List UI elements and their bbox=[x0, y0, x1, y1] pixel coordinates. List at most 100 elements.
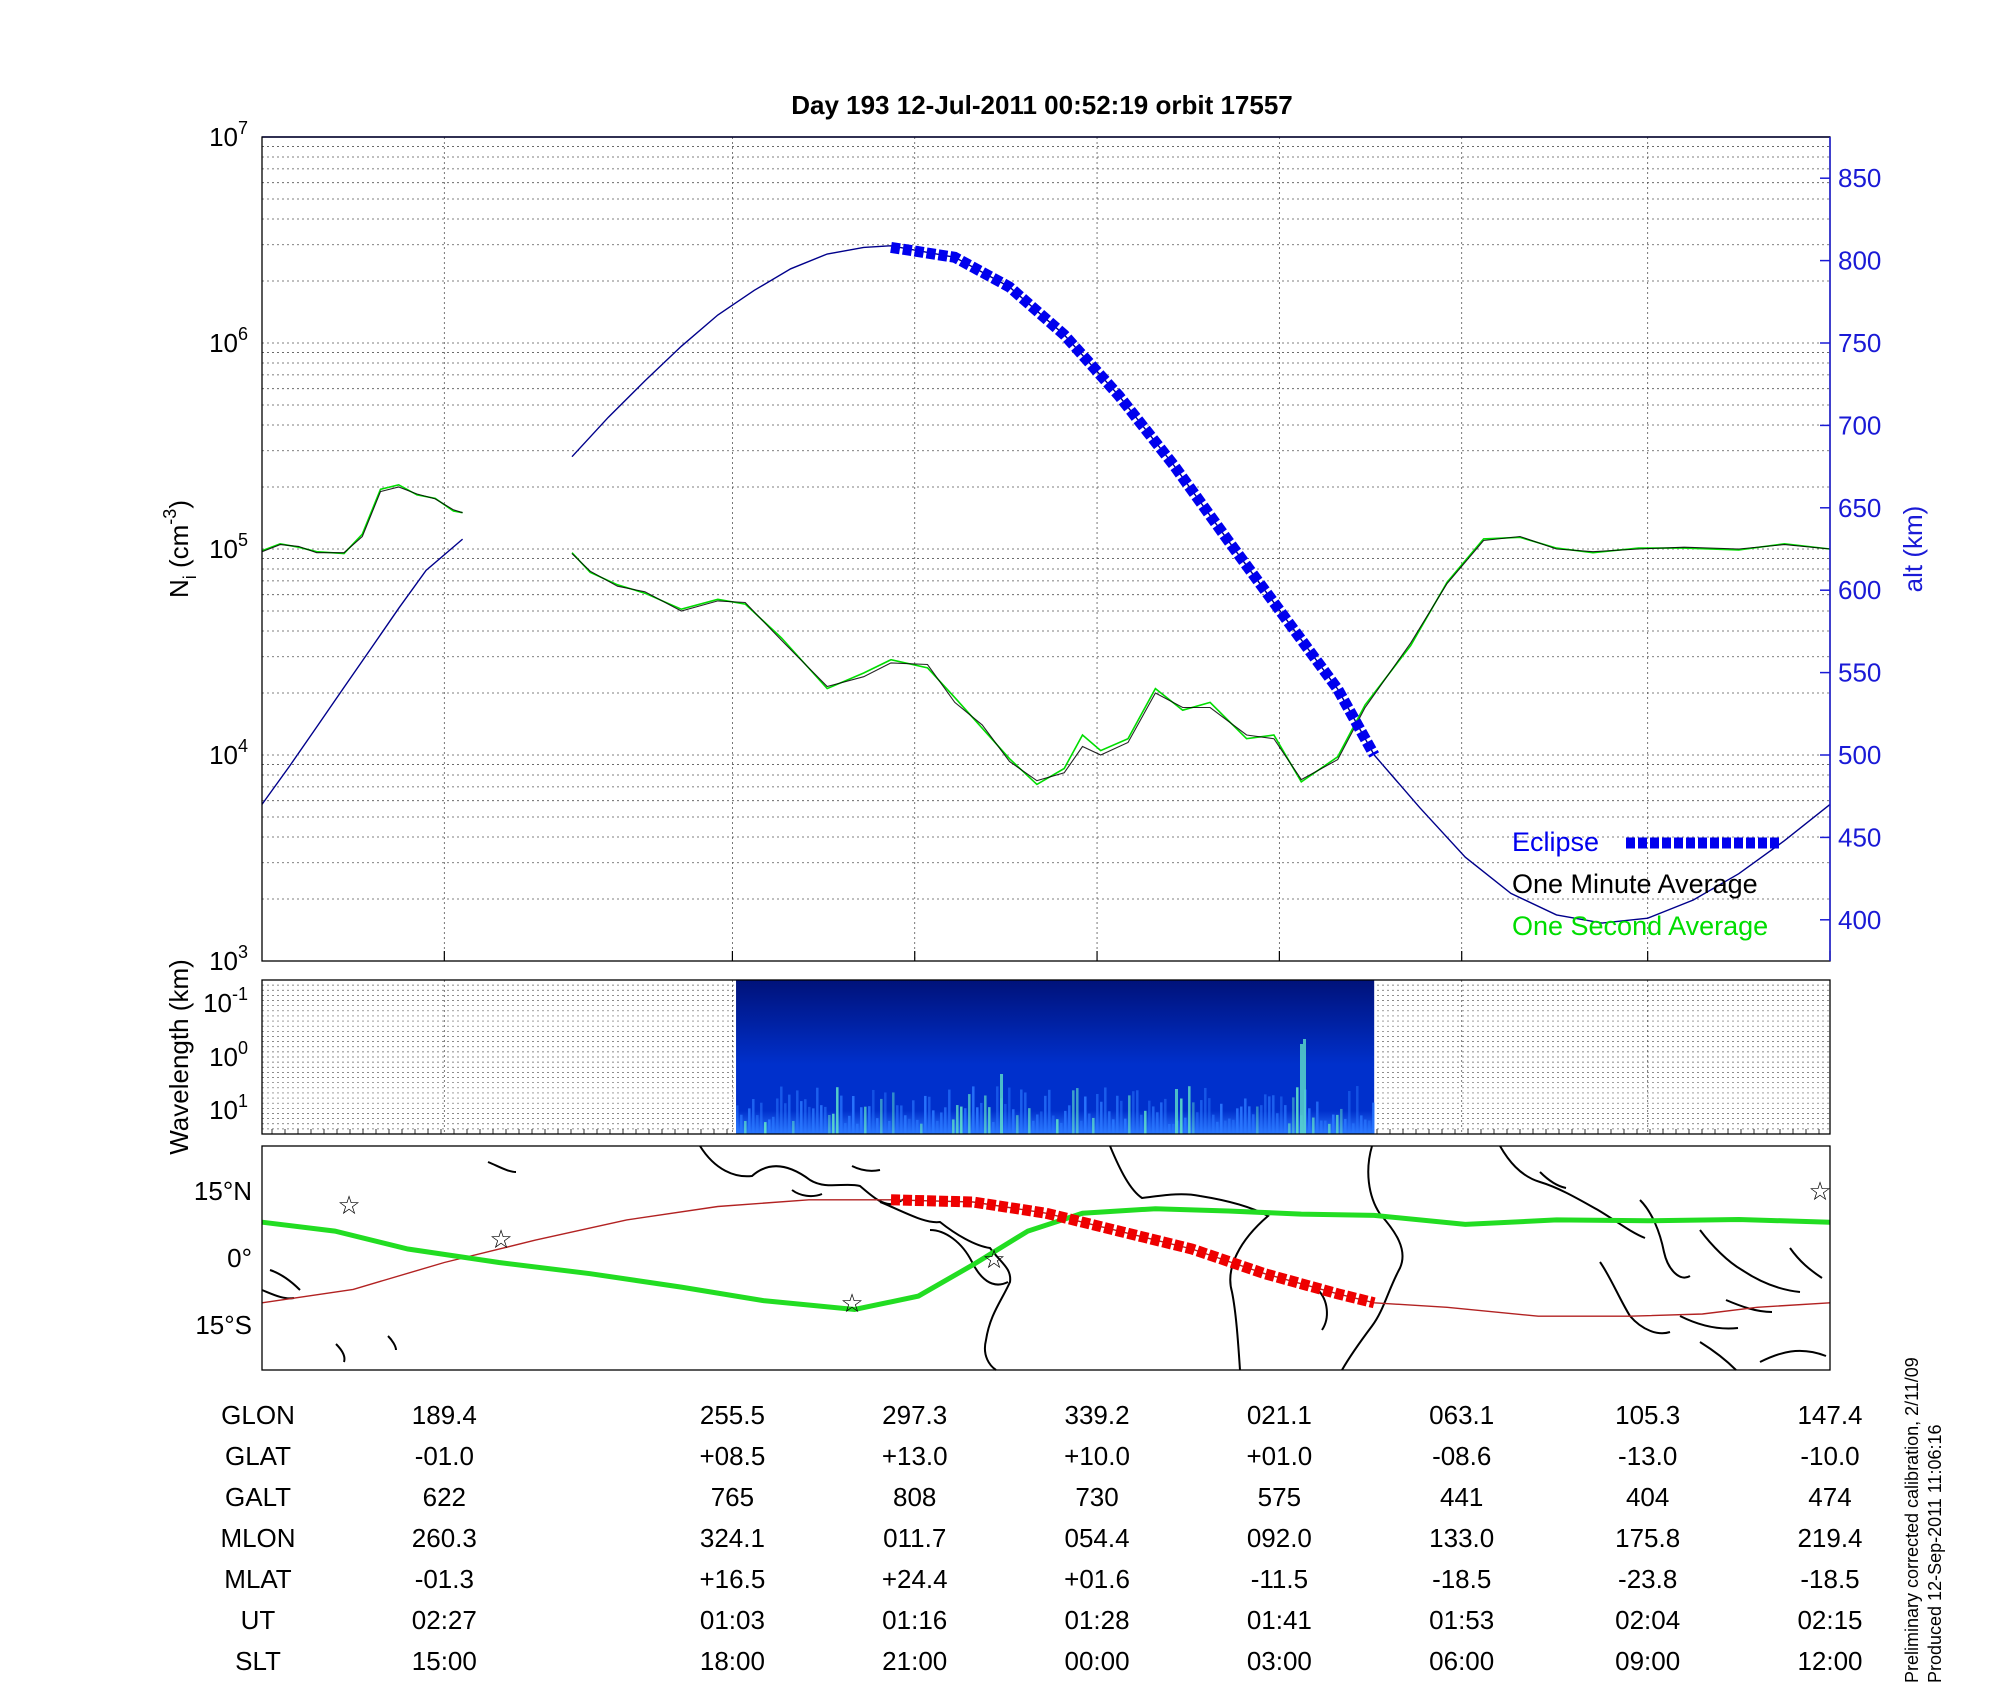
spectrogram-streak bbox=[1228, 1118, 1231, 1134]
table-cell: 189.4 bbox=[412, 1400, 477, 1430]
spectrogram-streak bbox=[924, 1095, 927, 1134]
density-y-axis-label: Ni (cm-3) bbox=[160, 500, 200, 598]
latitude-tick-label: 0° bbox=[227, 1243, 252, 1273]
spectrogram-streak bbox=[1068, 1105, 1071, 1134]
map-markers: ☆ ☆ ☆ ☆ ☆ bbox=[337, 1176, 1831, 1318]
spectrogram-streak bbox=[808, 1106, 811, 1134]
coastline bbox=[1759, 1349, 1827, 1363]
map-y-ticks: 15°N 0° 15°S bbox=[194, 1176, 252, 1340]
ylabel-part: ) bbox=[164, 500, 194, 509]
spectrogram-streak bbox=[1128, 1095, 1131, 1134]
spectrogram-fill bbox=[736, 980, 1375, 1134]
y2-tick-label: 650 bbox=[1838, 493, 1881, 523]
table-cell: +08.5 bbox=[700, 1441, 766, 1471]
table-cell: 324.1 bbox=[700, 1523, 765, 1553]
site-marker: ☆ bbox=[982, 1244, 1005, 1274]
spectrogram-streak bbox=[1132, 1091, 1135, 1134]
spectrogram-streak bbox=[1268, 1096, 1271, 1134]
spectrogram-streak bbox=[852, 1095, 855, 1134]
spectrogram-spike bbox=[1175, 1089, 1178, 1134]
y2-tick-label: 450 bbox=[1838, 822, 1881, 852]
tick-exp: 3 bbox=[238, 942, 248, 962]
spectrogram-streak bbox=[984, 1095, 987, 1134]
tick-exp: -1 bbox=[232, 984, 248, 1004]
y2-tick-label: 800 bbox=[1838, 246, 1881, 276]
y2-tick-label: 400 bbox=[1838, 905, 1881, 935]
row-label-mlon: MLON bbox=[220, 1523, 295, 1553]
spectrogram-streak bbox=[756, 1115, 759, 1134]
spectrogram-streak bbox=[1336, 1114, 1339, 1134]
wavelength-tick-label: 101 bbox=[209, 1091, 248, 1125]
spectrogram-streak bbox=[1044, 1095, 1047, 1134]
map-panel: ☆ ☆ ☆ ☆ ☆ 15°N 0° 15°S bbox=[194, 1145, 1832, 1371]
spectrogram-streak bbox=[740, 1114, 743, 1134]
legend-minute: One Minute Average bbox=[1512, 869, 1758, 899]
table-cell: 339.2 bbox=[1065, 1400, 1130, 1430]
eclipse-track-line bbox=[890, 1194, 1376, 1309]
table-cell: 092.0 bbox=[1247, 1523, 1312, 1553]
spectrogram-streak bbox=[1104, 1087, 1107, 1134]
spectrogram-streak bbox=[772, 1116, 775, 1134]
table-cell: -11.5 bbox=[1251, 1564, 1308, 1594]
spectrogram-streak bbox=[976, 1107, 979, 1134]
spectrogram-streak bbox=[996, 1086, 999, 1134]
spectrogram-streak bbox=[1372, 1102, 1375, 1134]
spectrogram-streak bbox=[1352, 1123, 1355, 1134]
spectrogram-streak bbox=[836, 1087, 839, 1134]
spectrogram-streak bbox=[988, 1107, 991, 1134]
spectrogram-streak bbox=[1116, 1095, 1119, 1134]
spectrogram-streak bbox=[892, 1092, 895, 1134]
table-cell: -23.8 bbox=[1618, 1564, 1677, 1594]
figure-title: Day 193 12-Jul-2011 00:52:19 orbit 17557 bbox=[791, 90, 1293, 120]
table-cell: 01:28 bbox=[1065, 1605, 1130, 1635]
spectrogram-streak bbox=[1340, 1108, 1343, 1134]
tick-base: 10 bbox=[209, 328, 238, 358]
table-cell: 441 bbox=[1440, 1482, 1483, 1512]
spectrogram-streak bbox=[968, 1094, 971, 1134]
spectrogram-streak bbox=[840, 1095, 843, 1134]
spectrogram-streak bbox=[904, 1115, 907, 1134]
spectrogram-streak bbox=[884, 1092, 887, 1134]
spectrogram-streak bbox=[1080, 1120, 1083, 1134]
spectrogram-streak bbox=[932, 1110, 935, 1134]
spectrogram-streak bbox=[1108, 1111, 1111, 1134]
coastline bbox=[269, 1269, 301, 1291]
spectrogram-streak bbox=[1200, 1100, 1203, 1134]
magnetic-equator-line bbox=[261, 1206, 1831, 1313]
spectrogram-streak bbox=[1216, 1121, 1219, 1134]
coastlines bbox=[261, 1145, 1827, 1371]
spectrogram-streak bbox=[1020, 1089, 1023, 1134]
row-label-mlat: MLAT bbox=[224, 1564, 292, 1594]
table-cell: 147.4 bbox=[1797, 1400, 1862, 1430]
y2-tick-label: 550 bbox=[1838, 658, 1881, 688]
table-cell: 175.8 bbox=[1615, 1523, 1680, 1553]
spectrogram-streak bbox=[1140, 1114, 1143, 1134]
spectrogram-streak bbox=[1332, 1114, 1335, 1134]
spectrogram-streak bbox=[1244, 1098, 1247, 1134]
y2-tick-label: 750 bbox=[1838, 328, 1881, 358]
spectrogram-streak bbox=[888, 1120, 891, 1134]
spectrogram-streak bbox=[900, 1105, 903, 1134]
spectrogram-streak bbox=[1008, 1087, 1011, 1134]
spectrogram-streak bbox=[1072, 1090, 1075, 1134]
spectrogram-streak bbox=[1160, 1102, 1163, 1134]
spectrogram-streak bbox=[1256, 1106, 1259, 1134]
coastline bbox=[929, 1229, 1009, 1286]
table-cell: 133.0 bbox=[1429, 1523, 1494, 1553]
coastline bbox=[1317, 1289, 1328, 1331]
spectrogram-y-axis-label: Wavelength (km) bbox=[164, 959, 194, 1155]
table-cell: 01:03 bbox=[700, 1605, 765, 1635]
coastline bbox=[851, 1165, 881, 1172]
density-lines bbox=[261, 241, 1831, 924]
spectrogram-streak bbox=[1236, 1108, 1239, 1134]
spectrogram-streak bbox=[804, 1099, 807, 1134]
spectrogram-spike bbox=[1300, 1044, 1303, 1134]
spectrogram-streak bbox=[1148, 1100, 1151, 1134]
spectrogram-spike bbox=[1000, 1074, 1003, 1134]
spectrogram-streak bbox=[992, 1122, 995, 1134]
spectrogram-streak bbox=[952, 1119, 955, 1134]
spectrogram-streak bbox=[856, 1123, 859, 1134]
row-label-ut: UT bbox=[241, 1605, 276, 1635]
